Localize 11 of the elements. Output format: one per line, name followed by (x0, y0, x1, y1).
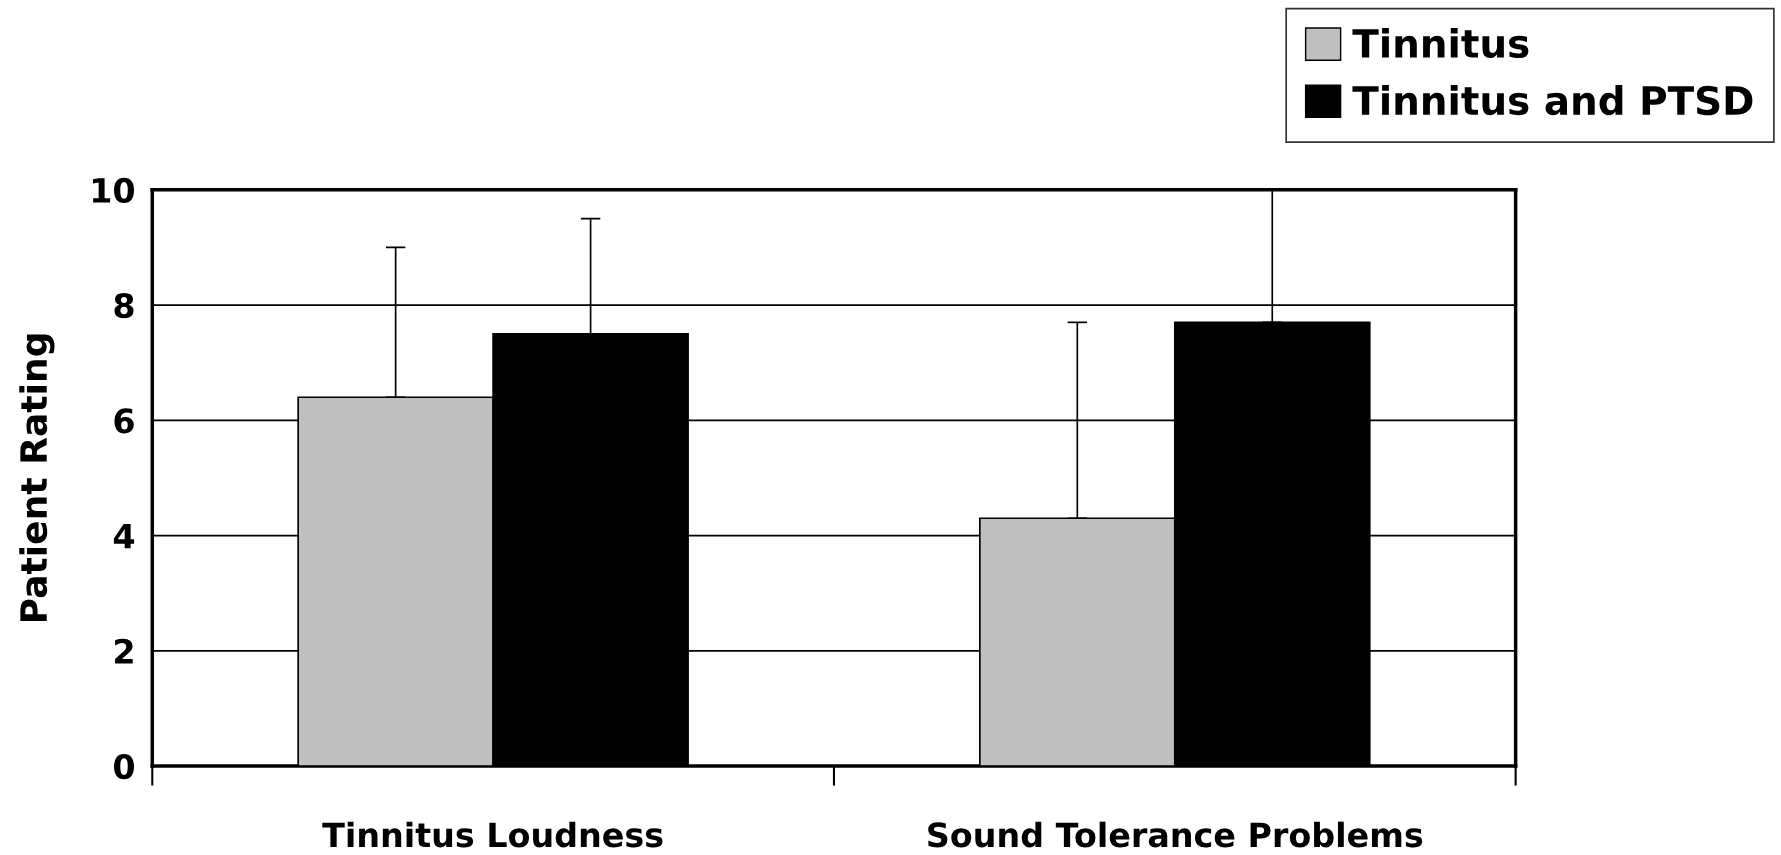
y-tick-label: 0 (114, 754, 135, 780)
x-tick-label: Sound Tolerance Problems (928, 821, 1423, 848)
legend-label: Tinnitus and PTSD (1352, 85, 1753, 116)
legend-label: Tinnitus (1352, 28, 1529, 59)
y-axis-title: Patient Rating (19, 334, 55, 622)
x-tick-label: Tinnitus Loudness (322, 821, 663, 848)
y-tick-label: 8 (114, 292, 134, 319)
y-tick-label: 6 (114, 408, 134, 434)
y-tick-label: 4 (113, 523, 135, 549)
y-tick-label: 10 (92, 177, 135, 203)
y-tick-label: 2 (115, 638, 133, 664)
